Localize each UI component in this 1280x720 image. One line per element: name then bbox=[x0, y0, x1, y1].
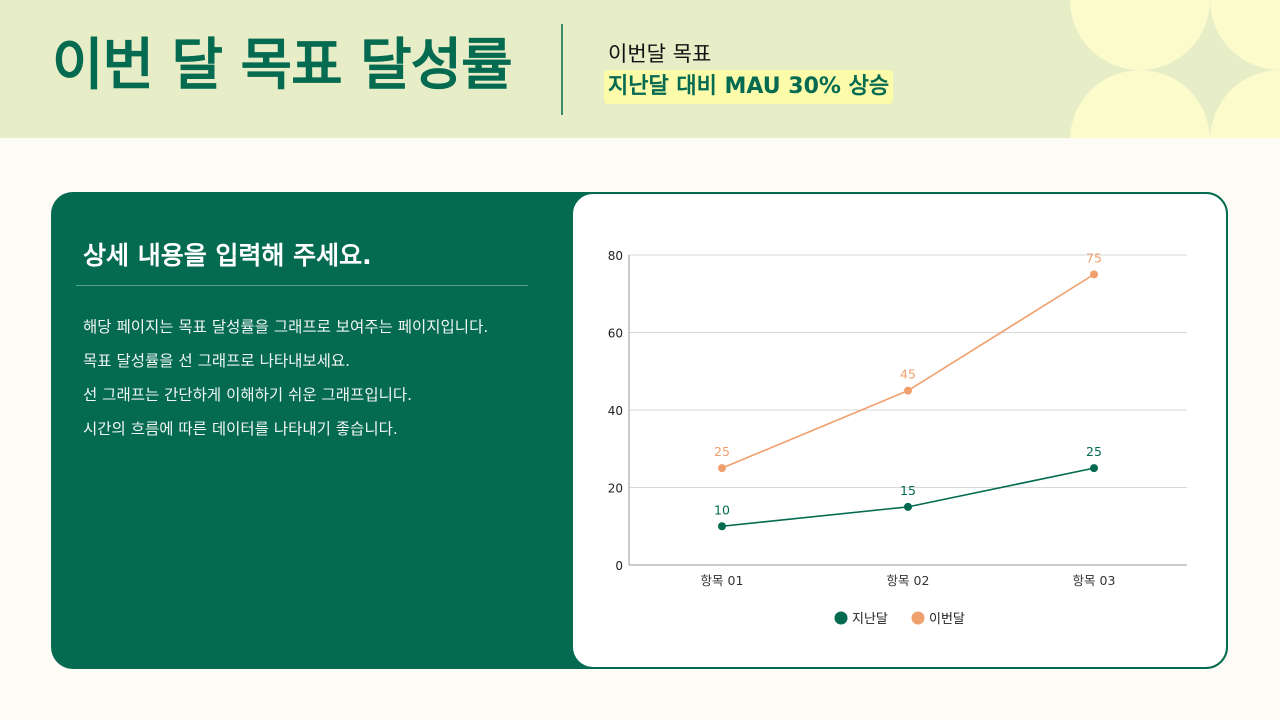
data-point[interactable] bbox=[904, 386, 912, 395]
x-tick-label: 항목 02 bbox=[887, 573, 930, 588]
legend-label: 지난달 bbox=[852, 612, 888, 627]
data-label: 25 bbox=[714, 444, 730, 459]
header-banner: 이번 달 목표 달성률 이번달 목표 지난달 대비 MAU 30% 상승 bbox=[0, 0, 1280, 138]
data-label: 75 bbox=[1086, 250, 1102, 265]
page-title: 이번 달 목표 달성률 bbox=[52, 33, 513, 98]
data-label: 25 bbox=[1086, 444, 1102, 459]
description-line: 선 그래프는 간단하게 이해하기 쉬운 그래프입니다. bbox=[83, 386, 413, 404]
decorative-circles bbox=[1070, 0, 1280, 138]
header-divider bbox=[561, 24, 563, 115]
y-tick-label: 40 bbox=[608, 404, 623, 418]
card-divider bbox=[76, 285, 528, 286]
chart-panel: 0 20 40 60 80 항목 01 항목 02 항목 03 10 15 25 25 45 75 지난달 이… bbox=[571, 192, 1228, 669]
description-line: 시간의 흐름에 따른 데이터를 나타내기 좋습니다. bbox=[83, 420, 398, 438]
y-tick-label: 80 bbox=[608, 249, 623, 263]
x-tick-label: 항목 01 bbox=[701, 573, 744, 588]
goal-value-highlight: 지난달 대비 MAU 30% 상승 bbox=[604, 70, 894, 104]
legend-label: 이번달 bbox=[929, 612, 965, 627]
data-point[interactable] bbox=[904, 502, 912, 511]
data-label: 15 bbox=[900, 483, 916, 498]
line-chart: 0 20 40 60 80 항목 01 항목 02 항목 03 10 15 25 25 45 75 지난달 이… bbox=[608, 249, 1187, 627]
y-tick-label: 0 bbox=[615, 559, 623, 573]
data-point[interactable] bbox=[1090, 464, 1098, 473]
x-tick-label: 항목 03 bbox=[1073, 573, 1116, 588]
description-line: 해당 페이지는 목표 달성률을 그래프로 보여주는 페이지입니다. bbox=[83, 318, 489, 336]
legend-marker-icon bbox=[834, 611, 848, 625]
card-description: 해당 페이지는 목표 달성률을 그래프로 보여주는 페이지입니다. 목표 달성률… bbox=[83, 310, 488, 446]
goal-label: 이번달 목표 bbox=[608, 42, 712, 66]
data-point[interactable] bbox=[718, 464, 726, 473]
description-line: 목표 달성률을 선 그래프로 나타내보세요. bbox=[83, 352, 351, 370]
card-title: 상세 내용을 입력해 주세요. bbox=[83, 241, 372, 270]
data-label: 10 bbox=[714, 502, 730, 517]
data-point[interactable] bbox=[718, 522, 726, 531]
y-tick-label: 60 bbox=[608, 327, 623, 341]
content-card: 상세 내용을 입력해 주세요. 해당 페이지는 목표 달성률을 그래프로 보여주… bbox=[51, 192, 1228, 669]
y-tick-label: 20 bbox=[608, 482, 623, 496]
data-point[interactable] bbox=[1090, 270, 1098, 279]
data-label: 45 bbox=[900, 367, 916, 382]
legend-marker-icon bbox=[911, 611, 925, 625]
